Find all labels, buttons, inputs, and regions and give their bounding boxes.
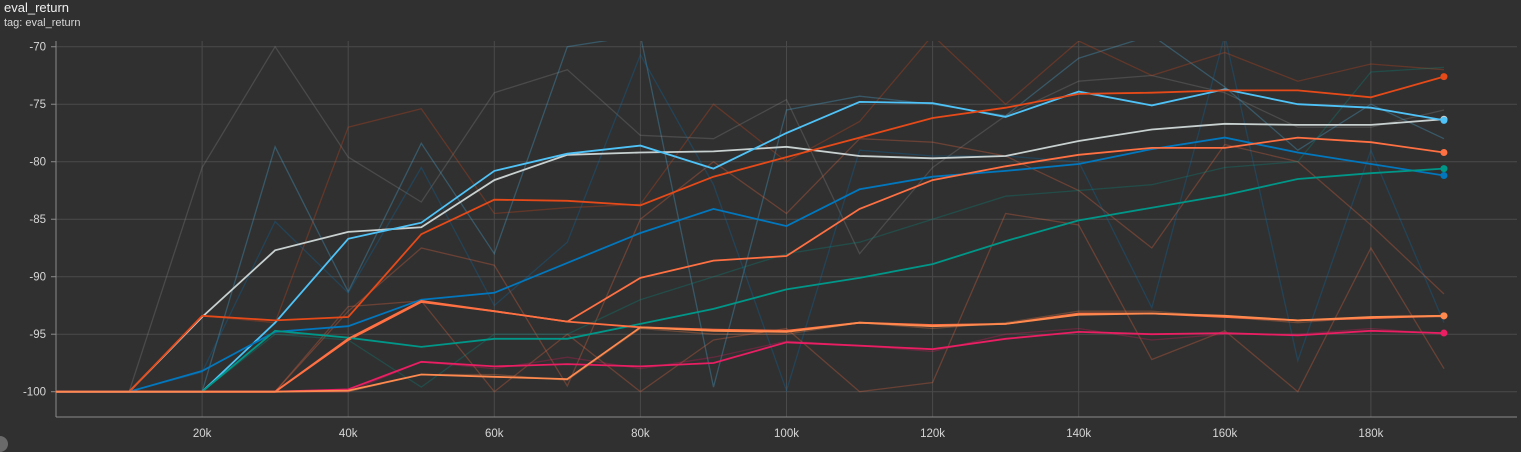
- series-line: [56, 75, 1445, 393]
- x-tick-label: 40k: [339, 428, 358, 440]
- series-line: [56, 118, 1445, 393]
- x-tick-label: 100k: [774, 428, 799, 440]
- raw-series-line: [56, 45, 1445, 393]
- y-tick-label: -70: [29, 42, 46, 54]
- x-tick-label: 180k: [1358, 428, 1383, 440]
- series-end-point: [1440, 165, 1448, 173]
- series-end-point: [1440, 149, 1448, 157]
- y-tick-label: -85: [29, 214, 46, 226]
- chart-tag: tag: eval_return: [4, 17, 81, 29]
- raw-series-line: [56, 41, 1445, 393]
- x-tick-label: 160k: [1212, 428, 1237, 440]
- y-tick-label: -100: [23, 387, 46, 399]
- raw-series-line: [56, 212, 1445, 393]
- y-tick-label: -90: [29, 272, 46, 284]
- y-tick-label: -80: [29, 157, 46, 169]
- raw-series-line: [56, 41, 1445, 393]
- series-end-point: [1440, 73, 1448, 81]
- x-tick-label: 80k: [631, 428, 650, 440]
- smoothed-series-group: [56, 73, 1448, 393]
- series-line: [56, 299, 1445, 393]
- axes: [51, 41, 1517, 418]
- series-end-point: [1440, 116, 1448, 124]
- series-end-point: [1440, 329, 1448, 337]
- series-line: [56, 136, 1445, 393]
- tick-labels: 20k 40k 60k 80k 100k 120k 140k 160k 180k -100 -95 -…: [23, 42, 1384, 440]
- series-line: [56, 88, 1445, 393]
- raw-series-line: [56, 310, 1444, 393]
- raw-series-line: [56, 41, 1445, 393]
- raw-series-line: [56, 138, 1445, 393]
- series-end-point: [1440, 172, 1448, 180]
- raw-series-line: [56, 66, 1445, 393]
- chart-title: eval_return: [4, 0, 70, 15]
- x-tick-label: 140k: [1066, 428, 1091, 440]
- x-tick-label: 20k: [193, 428, 212, 440]
- y-tick-label: -75: [29, 99, 46, 111]
- y-tick-label: -95: [29, 329, 46, 341]
- x-tick-label: 60k: [485, 428, 504, 440]
- series-line: [56, 312, 1445, 393]
- series-end-point: [1440, 312, 1448, 320]
- x-tick-label: 120k: [920, 428, 945, 440]
- series-line: [56, 167, 1445, 393]
